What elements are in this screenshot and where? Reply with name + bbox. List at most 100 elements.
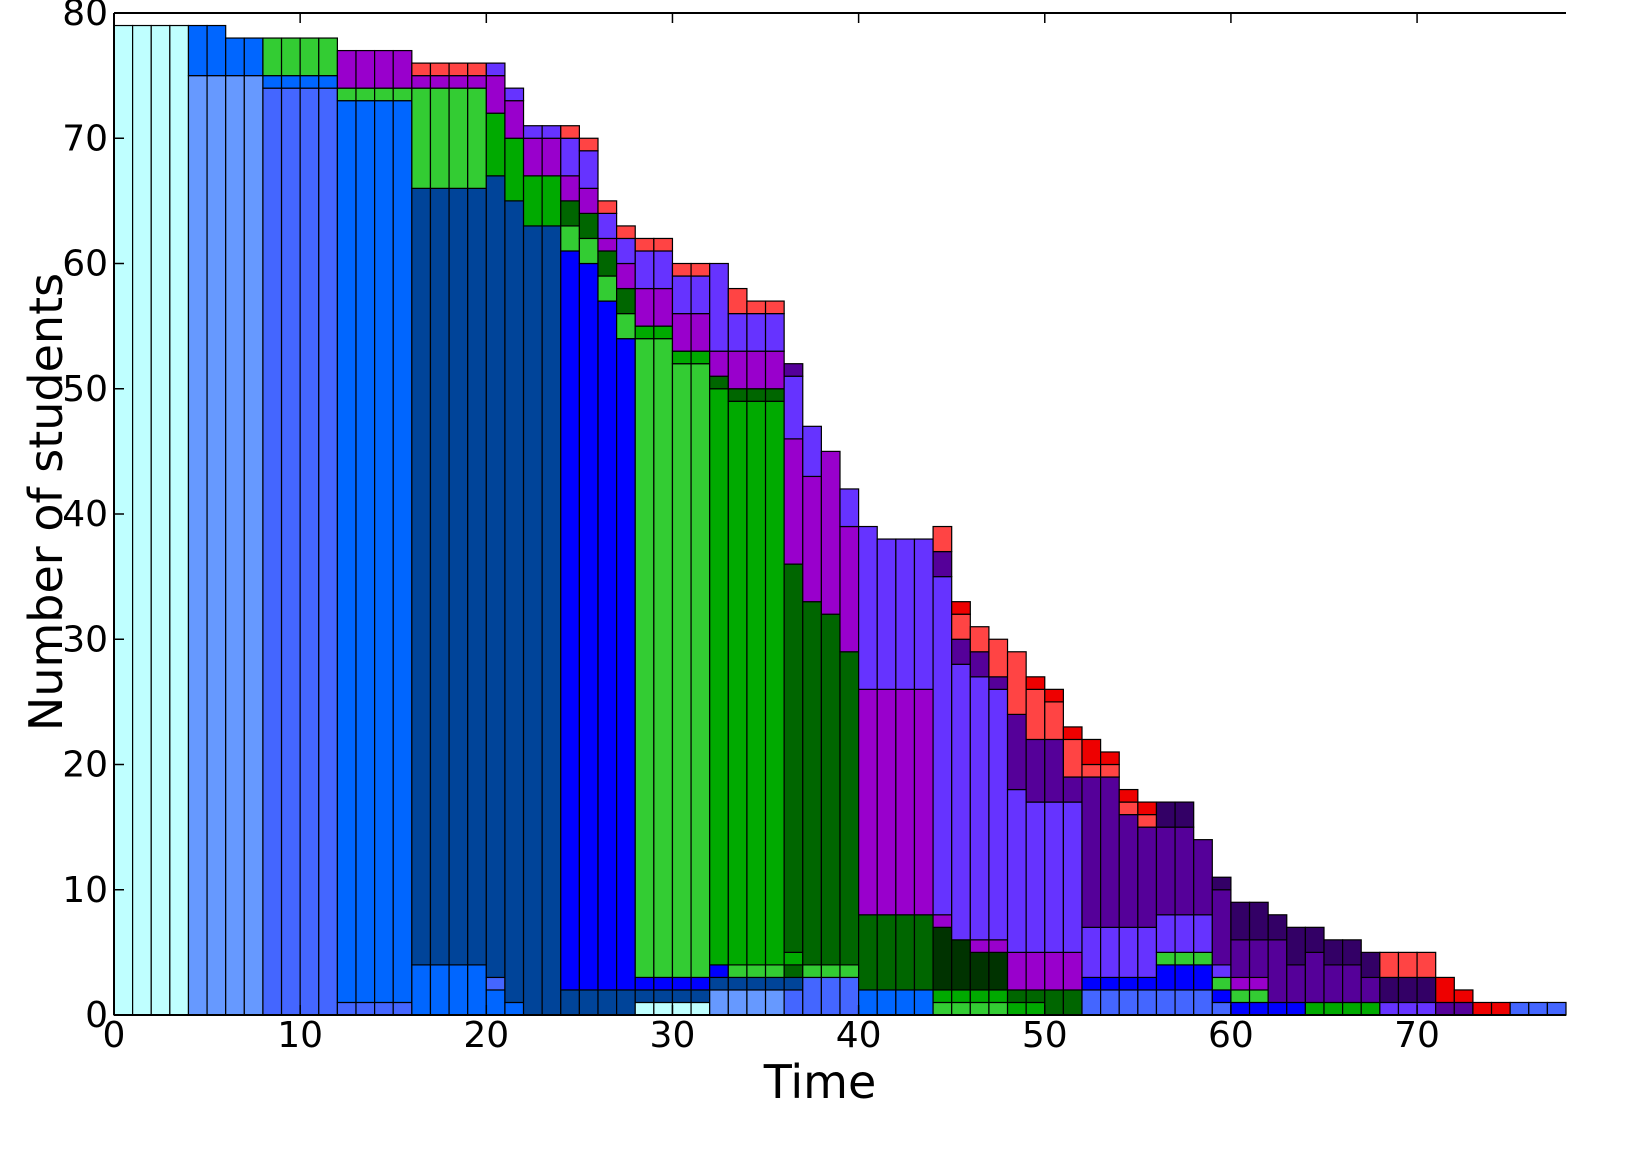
bar-segment	[858, 989, 878, 1016]
bar-segment	[1118, 976, 1139, 991]
bar-segment	[839, 651, 860, 966]
bar-segment	[951, 601, 971, 615]
bar-segment	[764, 388, 785, 402]
bar-segment	[1137, 926, 1158, 979]
bar-segment	[597, 275, 618, 302]
bar-segment	[225, 37, 245, 77]
bar-segment	[1267, 939, 1288, 1004]
bar-segment	[243, 75, 264, 1016]
bar-segment	[895, 538, 916, 690]
bar-segment	[541, 225, 562, 1016]
bar-segment	[1118, 801, 1139, 816]
bar-segment	[1193, 839, 1213, 916]
bar-segment	[578, 150, 599, 189]
bar-segment	[374, 87, 394, 102]
bar-segment	[187, 24, 208, 77]
bar-segment	[541, 125, 562, 139]
bar-segment	[969, 1001, 990, 1016]
bar-segment	[374, 49, 394, 89]
bar-segment	[1137, 801, 1158, 816]
bar-segment	[522, 175, 543, 227]
bar-segment	[932, 576, 953, 916]
bar-segment	[485, 989, 506, 1016]
bar-segment	[597, 200, 618, 214]
bar-segment	[336, 87, 357, 102]
bar-segment	[839, 976, 860, 1016]
bar-segment	[1248, 1001, 1269, 1016]
bar-segment	[709, 964, 729, 979]
y-tick-label: 30	[62, 619, 108, 660]
bar-segment	[709, 375, 729, 390]
bar-segment	[392, 100, 413, 1004]
bar-segment	[299, 75, 320, 89]
bar-segment	[895, 989, 916, 1016]
bar-segment	[522, 137, 543, 177]
bar-segment	[839, 525, 860, 653]
x-tick-label: 20	[463, 1015, 509, 1056]
bar-segment	[1137, 813, 1158, 828]
bar-segment	[1379, 951, 1400, 979]
bar-segment	[560, 989, 580, 1016]
x-tick-label: 0	[103, 1015, 126, 1056]
bar-segment	[1323, 939, 1344, 966]
bar-segment	[448, 964, 469, 1016]
bar-segment	[932, 989, 953, 1004]
bar-segment	[448, 187, 469, 966]
bar-segment	[1155, 801, 1176, 828]
bar-segment	[653, 250, 674, 290]
bar-segment	[1230, 901, 1251, 941]
bar-segment	[1435, 1001, 1455, 1016]
bar-segment	[1174, 826, 1195, 916]
bar-segment	[1062, 738, 1083, 778]
bar-segment	[746, 976, 767, 991]
bar-segment	[578, 989, 599, 1016]
bar-segment	[1416, 951, 1437, 979]
bar-segment	[969, 951, 990, 991]
bar-segment	[709, 262, 729, 352]
bar-segment	[560, 225, 580, 252]
bar-segment	[858, 688, 878, 916]
bar-segment	[467, 62, 487, 77]
bar-segment	[597, 300, 618, 991]
bar-segment	[1081, 776, 1102, 928]
bar-segment	[802, 976, 822, 1016]
bar-segment	[820, 450, 841, 615]
bar-segment	[951, 638, 971, 665]
bar-segment	[1397, 1001, 1418, 1016]
bar-segment	[969, 651, 990, 678]
bar-segment	[1118, 989, 1139, 1016]
bar-segment	[1267, 914, 1288, 941]
bar-segment	[858, 914, 878, 991]
bar-segment	[1211, 964, 1232, 979]
bar-segment	[467, 75, 487, 89]
bar-segment	[746, 388, 767, 402]
x-tick-label: 70	[1394, 1015, 1440, 1056]
bar-segment	[485, 976, 506, 991]
bar-segment	[1230, 976, 1251, 991]
bar-segment	[169, 24, 190, 1016]
bar-segment	[299, 37, 320, 77]
bar-segment	[951, 663, 971, 941]
y-tick-label: 0	[85, 995, 108, 1036]
bar-segment	[653, 989, 674, 1004]
bar-segment	[504, 87, 525, 102]
bar-segment	[653, 287, 674, 327]
bar-segment	[969, 676, 990, 941]
bar-segment	[1137, 826, 1158, 928]
bar-segment	[1472, 1001, 1493, 1016]
bar-segment	[709, 350, 729, 377]
bar-segment	[113, 24, 134, 1016]
bar-segment	[1379, 976, 1400, 1004]
bar-segment	[1174, 951, 1195, 966]
y-tick-label: 50	[62, 369, 108, 410]
bar-segment	[448, 75, 469, 89]
bar-segment	[485, 175, 506, 979]
bar-segment	[1360, 976, 1381, 1004]
bar-segment	[690, 275, 711, 315]
bar-segment	[727, 964, 748, 979]
bar-segment	[1155, 989, 1176, 1016]
bar-segment	[597, 212, 618, 240]
bar-segment	[764, 350, 785, 390]
bar-segment	[1081, 763, 1102, 778]
bar-segment	[746, 313, 767, 352]
